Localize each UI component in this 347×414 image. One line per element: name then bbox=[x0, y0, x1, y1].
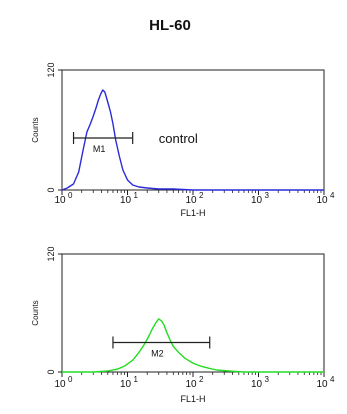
x-tick-label: 10 bbox=[54, 195, 66, 206]
x-tick-exponent: 4 bbox=[330, 191, 335, 200]
y-tick-label: 120 bbox=[46, 62, 56, 77]
y-axis-label: Counts bbox=[31, 117, 40, 142]
plot-frame bbox=[61, 69, 325, 191]
x-tick-exponent: 1 bbox=[134, 191, 139, 200]
x-tick-label: 10 bbox=[251, 379, 263, 390]
x-tick-exponent: 1 bbox=[134, 375, 139, 384]
x-tick-exponent: 2 bbox=[199, 191, 204, 200]
chart-title: HL-60 bbox=[149, 17, 191, 34]
x-tick-exponent: 2 bbox=[199, 375, 204, 384]
gate-marker-label: M1 bbox=[93, 144, 106, 154]
x-tick-label: 10 bbox=[316, 379, 328, 390]
y-axis-label: Counts bbox=[31, 300, 40, 325]
x-tick-label: 10 bbox=[251, 195, 263, 206]
histogram-series-1 bbox=[61, 89, 324, 191]
x-tick-label: 10 bbox=[185, 379, 197, 390]
x-tick-label: 10 bbox=[316, 195, 328, 206]
gate-marker-label: M2 bbox=[151, 349, 164, 359]
x-tick-label: 10 bbox=[120, 379, 132, 390]
x-tick-label: 10 bbox=[54, 379, 66, 390]
y-tick-label: 120 bbox=[46, 246, 56, 261]
histogram-series-1 bbox=[62, 318, 324, 373]
x-tick-label: 10 bbox=[185, 195, 197, 206]
x-axis-label: FL1-H bbox=[180, 394, 205, 404]
y-tick-label: 0 bbox=[46, 369, 56, 374]
x-tick-exponent: 0 bbox=[68, 191, 73, 200]
plot-frame bbox=[61, 253, 325, 373]
y-tick-label: 0 bbox=[46, 187, 56, 192]
x-tick-exponent: 0 bbox=[68, 375, 73, 384]
x-tick-exponent: 3 bbox=[265, 191, 270, 200]
x-axis-label: FL1-H bbox=[180, 208, 205, 218]
x-tick-exponent: 4 bbox=[330, 375, 335, 384]
x-tick-label: 10 bbox=[120, 195, 132, 206]
annotation-label: control bbox=[159, 131, 198, 146]
x-tick-exponent: 3 bbox=[265, 375, 270, 384]
